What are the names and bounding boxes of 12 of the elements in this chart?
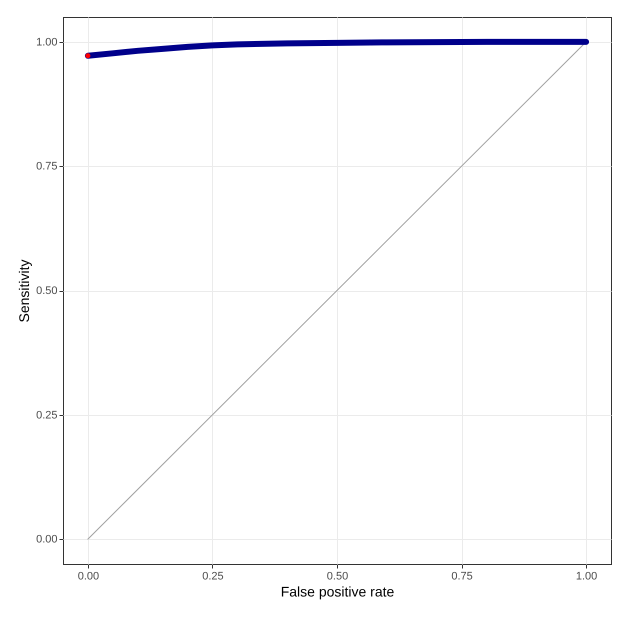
y-tick-label: 1.00 xyxy=(36,36,58,48)
x-axis-title: False positive rate xyxy=(280,584,395,600)
y-tick-label: 0.50 xyxy=(36,285,58,297)
x-tick-label: 0.00 xyxy=(78,570,100,582)
y-tick-label: 0.75 xyxy=(36,160,58,173)
y-tick-label: 0.25 xyxy=(36,409,58,422)
y-tick-label: 0.00 xyxy=(36,534,58,546)
x-tick-label: 0.50 xyxy=(326,570,348,582)
x-tick-label: 0.75 xyxy=(451,570,473,582)
x-tick-label: 0.25 xyxy=(202,570,224,582)
y-axis-title: Sensitivity xyxy=(16,259,32,323)
x-tick-label: 1.00 xyxy=(576,570,598,582)
